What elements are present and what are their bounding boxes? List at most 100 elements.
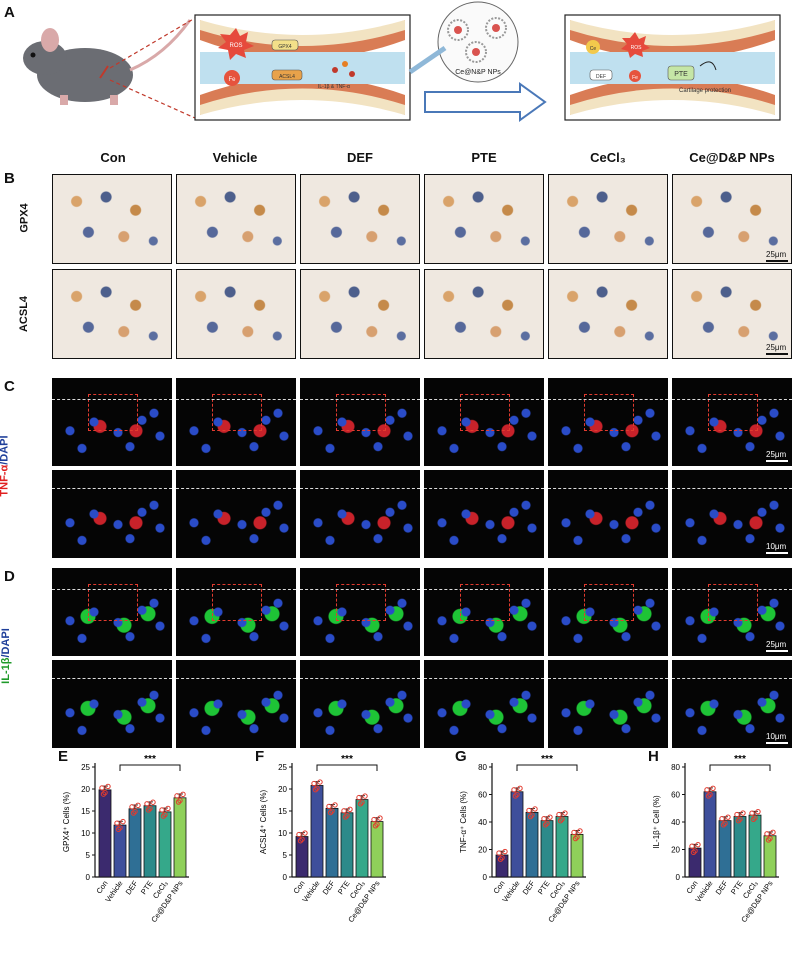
chart-e-data-point xyxy=(129,804,135,810)
chart-f-bar-cecl3 xyxy=(355,799,369,878)
chart-h-x-tick-label: DEF xyxy=(714,879,730,897)
chart-e-data-point xyxy=(177,797,183,804)
chart-e-data-point xyxy=(114,820,120,826)
chart-h-data-point xyxy=(722,820,728,827)
tnf-zoom-0 xyxy=(52,470,172,558)
chart-e-bar-vehicle xyxy=(113,824,127,878)
chart-g-data-point xyxy=(527,813,534,820)
svg-text:IL-1β & TNF-α: IL-1β & TNF-α xyxy=(318,84,350,90)
il1b-zoom-2 xyxy=(300,660,420,748)
panel-label-e: E xyxy=(58,748,69,765)
chart-e-y-axis-label: GPX4⁺ Cells (%) xyxy=(62,792,71,853)
chart-h-data-point xyxy=(720,822,727,828)
treatment-arrow xyxy=(424,82,547,122)
chart-e-data-point xyxy=(150,799,156,805)
tnf-zoom-4 xyxy=(548,470,668,558)
chart-h-data-point xyxy=(710,785,716,791)
svg-text:DEF: DEF xyxy=(596,74,606,80)
panel-label-g: G xyxy=(455,748,467,765)
chart-e-y-tick-label: 0 xyxy=(86,873,91,882)
chart-e-data-point xyxy=(102,789,108,796)
tnf-overview-2 xyxy=(300,378,420,466)
chart-e-data-point xyxy=(180,791,186,798)
chart-f-data-point xyxy=(342,814,349,820)
gpx4-image-5 xyxy=(672,174,792,264)
chart-e-data-point xyxy=(175,799,182,805)
chart-g-bar-def xyxy=(525,811,539,878)
il1b-overview-3 xyxy=(424,568,544,656)
chart-g-bar-vehicle xyxy=(510,791,524,878)
chart-g-data-point xyxy=(577,828,583,834)
svg-text:ROS: ROS xyxy=(631,45,643,51)
svg-text:Fe: Fe xyxy=(632,75,638,81)
svg-text:Ce@N&P NPs: Ce@N&P NPs xyxy=(455,69,501,76)
chart-f-data-point xyxy=(362,793,368,799)
protected-joint xyxy=(564,14,781,121)
chart-f-data-point xyxy=(326,803,332,810)
chart-f-y-tick-label: 15 xyxy=(278,807,287,816)
chart-f-data-point xyxy=(344,812,350,819)
chart-g-x-tick-label: DEF xyxy=(521,879,537,897)
chart-g-data-point xyxy=(502,848,508,855)
chart-h-bar-pte xyxy=(733,816,747,878)
chart-f-data-point xyxy=(356,794,362,801)
chart-e-data-point xyxy=(162,811,168,818)
chart-e-y-tick-label: 25 xyxy=(81,763,90,772)
gpx4-image-0 xyxy=(52,174,172,264)
chart-h-data-point xyxy=(752,815,758,821)
chart-f-y-axis-label: ACSL4⁺ Cells (%) xyxy=(259,790,268,855)
chart-g-data-point xyxy=(572,835,579,842)
chart-g-significance-bracket xyxy=(516,764,578,771)
scale-bar: 25μm xyxy=(766,343,788,355)
group-header-con: Con xyxy=(100,150,126,165)
group-header-def: DEF xyxy=(347,150,373,165)
chart-f-y-tick-label: 20 xyxy=(278,785,287,794)
chart-f-data-point xyxy=(302,830,308,836)
chart-g-data-point xyxy=(529,812,535,818)
chart-f-data-point xyxy=(329,808,335,814)
chart-h-bar-vehicle xyxy=(703,791,717,878)
chart-h-y-axis-label: IL-1β⁺ Cell (%) xyxy=(652,795,661,849)
chart-f-data-point xyxy=(327,809,334,816)
tnf-zoom-2 xyxy=(300,470,420,558)
gpx4-image-4 xyxy=(548,174,668,264)
chart-h-bar-def xyxy=(718,820,732,878)
chart-h-significance-bracket xyxy=(709,764,771,771)
chart-g-data-point xyxy=(562,810,568,816)
gpx4-image-3 xyxy=(424,174,544,264)
chart-h-bar-con xyxy=(688,847,702,878)
chart-h-data-point xyxy=(734,811,740,818)
chart-e-significance-bracket xyxy=(119,764,181,771)
panel-label-b: B xyxy=(4,170,15,187)
chart-g-data-point xyxy=(559,816,565,822)
panel-label-f: F xyxy=(255,748,265,765)
chart-e-data-point xyxy=(144,801,150,807)
tnf-overview-0 xyxy=(52,378,172,466)
chart-g-data-point xyxy=(496,850,502,856)
chart-h-data-point xyxy=(690,849,697,856)
tnf-zoom-1 xyxy=(176,470,296,558)
il1b-overview-4 xyxy=(548,568,668,656)
chart-h-bar-cecl3 xyxy=(748,814,762,878)
chart-e-bar-pte xyxy=(143,805,157,878)
chart-h-y-tick-label: 40 xyxy=(671,818,680,827)
chart-g-data-point xyxy=(512,793,519,799)
row-label-acsl4: ACSL4 xyxy=(18,295,31,333)
chart-g-data-point xyxy=(517,785,523,791)
svg-text:GPX4: GPX4 xyxy=(278,44,292,50)
chart-f-significance-label: *** xyxy=(341,754,353,765)
acsl4-image-1 xyxy=(176,269,296,359)
chart-e-data-point xyxy=(120,818,126,825)
tnf-overview-3 xyxy=(424,378,544,466)
chart-e-bar-nps xyxy=(173,797,187,878)
chart-e-x-tick-label: DEF xyxy=(124,879,140,897)
chart-f-data-point xyxy=(374,821,380,827)
chart-h-data-point xyxy=(735,818,742,824)
chart-h-data-point xyxy=(770,829,776,835)
chart-g-significance-label: *** xyxy=(541,754,553,765)
chart-f-data-point xyxy=(299,836,305,842)
chart-f-bar-vehicle xyxy=(310,785,324,878)
chart-e-data-point xyxy=(160,813,167,819)
chart-f-data-point xyxy=(341,808,347,814)
